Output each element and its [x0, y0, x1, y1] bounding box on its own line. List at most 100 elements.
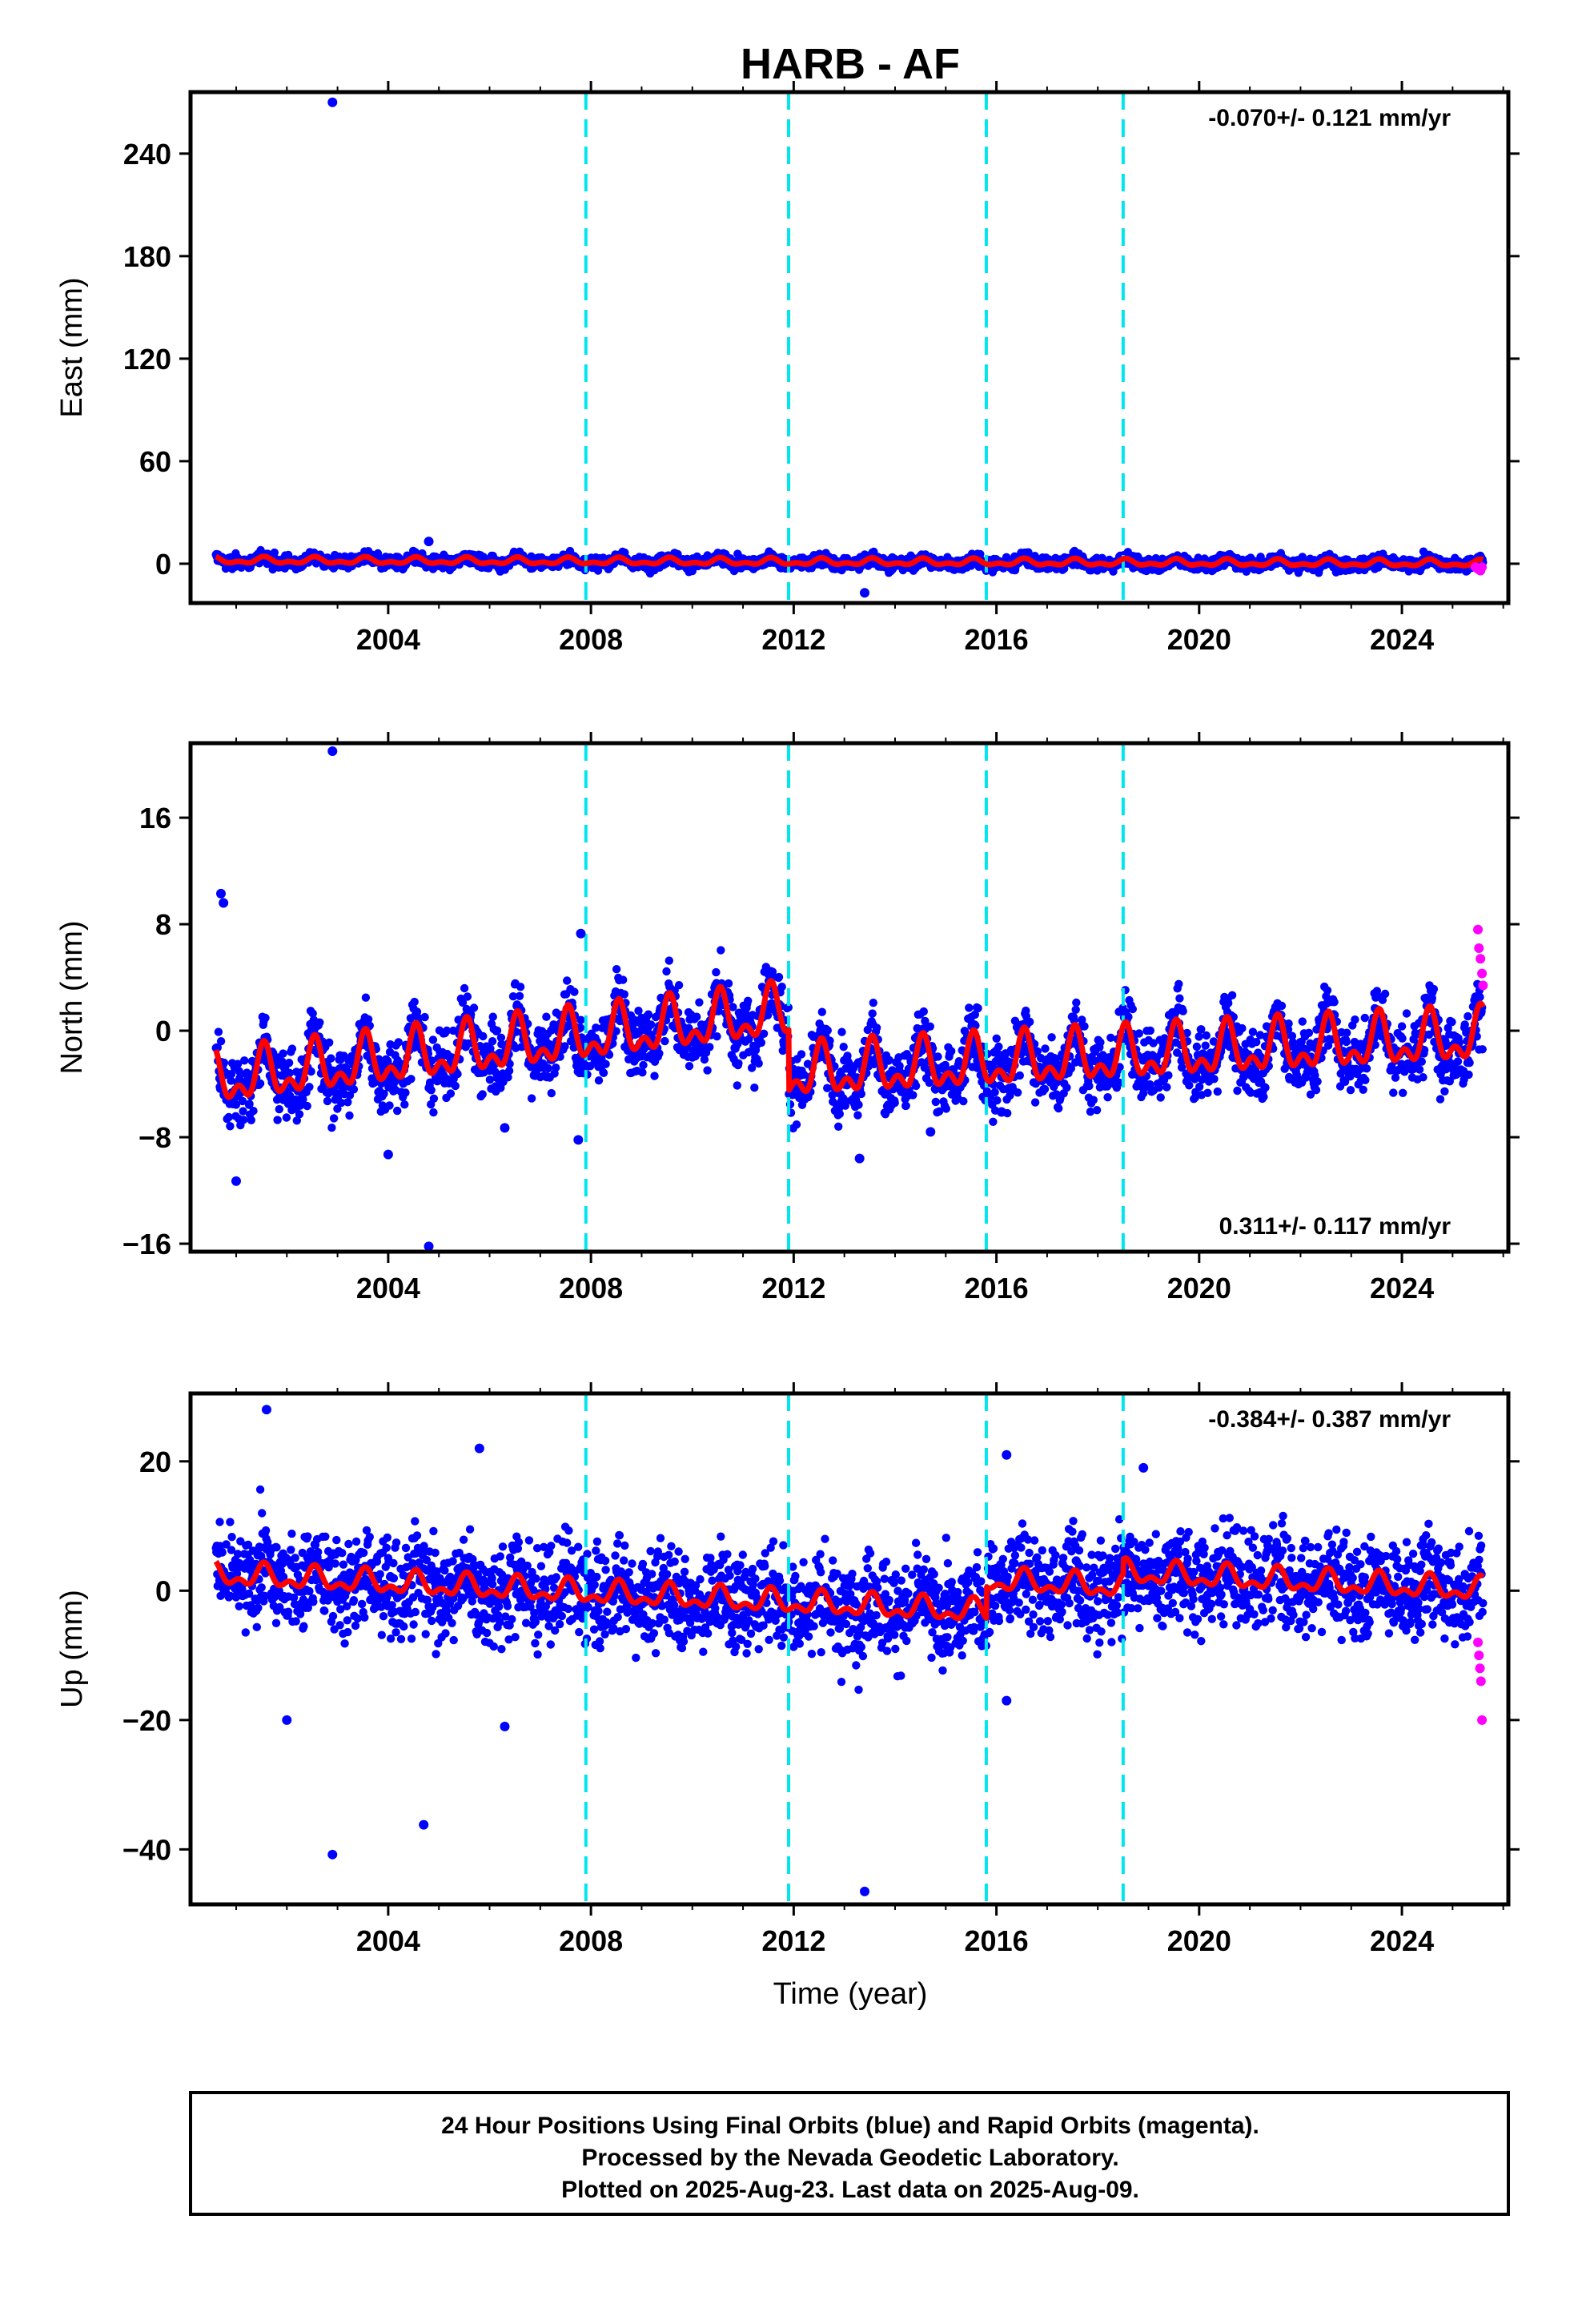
final-orbit-point: [1041, 1044, 1050, 1053]
x-tick-label: 2004: [356, 623, 420, 656]
final-orbit-point: [393, 1106, 402, 1116]
final-orbit-point: [612, 965, 621, 974]
final-orbit-point: [1128, 1004, 1138, 1014]
final-orbit-point: [295, 1110, 304, 1119]
final-orbit-point: [872, 1023, 881, 1032]
final-orbit-point: [639, 1060, 648, 1070]
final-orbit-point: [570, 987, 579, 996]
final-orbit-point: [345, 1111, 354, 1120]
final-orbit-point: [1174, 979, 1183, 989]
final-orbit-point: [655, 1049, 664, 1058]
final-orbit-point: [410, 997, 419, 1007]
final-orbit-point: [563, 976, 572, 985]
final-orbit-point: [282, 1113, 291, 1122]
final-orbit-point: [1202, 1031, 1211, 1040]
final-orbit-point: [315, 1018, 324, 1027]
final-orbit-point: [994, 1042, 1003, 1051]
final-orbit-point: [245, 1100, 254, 1108]
final-orbit-point: [261, 1013, 270, 1023]
final-orbit-point: [427, 1086, 436, 1095]
final-orbit-point: [1146, 1026, 1155, 1035]
final-orbit-point: [247, 1116, 255, 1125]
final-orbit-point: [1164, 1071, 1173, 1080]
final-orbit-point: [303, 1101, 311, 1111]
final-orbit-point: [249, 1107, 258, 1116]
final-orbit-point: [275, 1104, 283, 1114]
plot-frame: [188, 90, 1511, 605]
x-tick-label: 2012: [761, 623, 825, 656]
rapid-orbit-point: [1477, 562, 1488, 573]
final-orbit-point: [750, 1084, 759, 1092]
final-orbit-point: [325, 1038, 334, 1047]
final-orbit-point: [869, 999, 878, 1007]
final-orbit-point: [1175, 994, 1184, 1003]
final-orbit-point: [478, 1090, 487, 1099]
final-orbit-point: [661, 1036, 669, 1046]
final-orbit-point: [273, 1116, 282, 1124]
final-orbit-point: [1185, 1081, 1194, 1090]
final-orbit-point: [1103, 1093, 1112, 1102]
final-orbit-point: [792, 1120, 801, 1129]
final-orbit-point: [214, 1027, 223, 1036]
final-orbit-point: [240, 1056, 249, 1065]
final-orbit-point: [601, 1059, 610, 1068]
final-orbit-point: [429, 1094, 439, 1104]
final-orbit-point: [959, 1096, 968, 1106]
final-orbit-point: [469, 1003, 479, 1012]
x-tick-label: 2008: [559, 623, 623, 656]
final-orbit-point: [400, 1100, 409, 1109]
final-orbit-point: [255, 1079, 265, 1088]
final-orbit-point: [576, 1015, 585, 1024]
final-orbit-point: [544, 1063, 552, 1073]
final-orbit-point: [673, 549, 682, 559]
final-orbit-point: [270, 548, 279, 557]
final-orbit-point: [1080, 1022, 1089, 1031]
x-tick-label: 2016: [965, 623, 1029, 656]
final-orbit-point: [515, 991, 524, 1001]
final-orbit-point: [823, 1026, 833, 1035]
final-orbit-point: [685, 1062, 694, 1071]
final-orbit-point: [451, 1081, 460, 1091]
final-orbit-point: [1224, 999, 1233, 1007]
final-orbit-point: [226, 1122, 235, 1131]
y-axis-label: East (mm): [55, 277, 89, 417]
final-orbit-point: [647, 1020, 656, 1029]
final-orbit-point: [989, 1117, 998, 1127]
outlier-point: [327, 97, 338, 107]
final-orbit-point: [895, 1061, 904, 1071]
final-orbit-point: [429, 1108, 438, 1117]
final-orbit-point: [734, 1059, 743, 1068]
final-orbit-point: [1195, 1032, 1203, 1041]
final-orbit-point: [705, 1043, 714, 1051]
final-orbit-point: [394, 1038, 403, 1047]
final-orbit-point: [674, 981, 684, 990]
final-orbit-point: [926, 1022, 935, 1031]
y-tick-label: 0: [155, 548, 171, 581]
final-orbit-point: [516, 983, 525, 991]
final-orbit-point: [361, 993, 371, 1002]
final-orbit-point: [428, 1035, 438, 1044]
final-orbit-point: [835, 1109, 845, 1119]
y-tick-label: 180: [123, 240, 171, 273]
y-tick-label: 240: [123, 138, 171, 171]
final-orbit-point: [619, 975, 628, 984]
final-orbit-point: [777, 983, 786, 991]
final-orbit-point: [703, 1066, 712, 1075]
final-orbit-point: [323, 1096, 332, 1106]
outlier-point: [859, 588, 869, 598]
final-orbit-point: [925, 1078, 934, 1088]
final-orbit-point: [757, 1038, 766, 1047]
final-orbit-point: [901, 1101, 910, 1111]
final-orbit-point: [1030, 1098, 1040, 1107]
final-orbit-point: [401, 1088, 410, 1097]
rate-annotation: -0.070+/- 0.121 mm/yr: [1208, 105, 1451, 131]
final-orbit-point: [693, 1012, 701, 1021]
final-orbit-point: [993, 1096, 1002, 1105]
figure-title: HARB - AF: [741, 40, 960, 88]
final-orbit-point: [947, 1047, 956, 1055]
final-orbit-point: [1156, 1093, 1165, 1102]
final-orbit-point: [1192, 1042, 1202, 1051]
final-orbit-point: [724, 979, 733, 988]
x-tick-label: 2024: [1370, 623, 1434, 656]
